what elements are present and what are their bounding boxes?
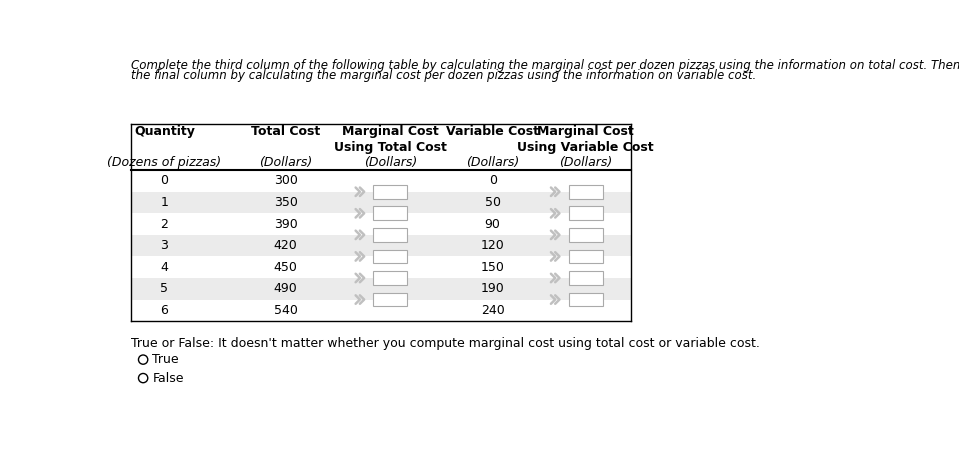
Bar [569, 228, 602, 242]
Text: 6: 6 [160, 304, 169, 317]
Text: 2: 2 [160, 218, 169, 230]
Text: Variable Cost: Variable Cost [446, 125, 539, 138]
Bar [373, 185, 408, 199]
Text: (Dollars): (Dollars) [363, 156, 417, 169]
Bar [373, 271, 408, 285]
Text: 540: 540 [273, 304, 297, 317]
Text: Marginal Cost: Marginal Cost [537, 125, 634, 138]
Bar [569, 206, 602, 220]
Bar [130, 192, 631, 213]
Text: 350: 350 [273, 196, 297, 209]
Text: 3: 3 [160, 239, 169, 252]
Text: (Dollars): (Dollars) [466, 156, 519, 169]
Text: 1: 1 [160, 196, 169, 209]
Text: 490: 490 [274, 282, 297, 295]
Bar [569, 185, 602, 199]
Text: Marginal Cost: Marginal Cost [342, 125, 438, 138]
Text: 300: 300 [273, 174, 297, 188]
Text: 5: 5 [160, 282, 169, 295]
Text: 390: 390 [274, 218, 297, 230]
Bar [373, 228, 408, 242]
Circle shape [138, 373, 148, 383]
Text: (Dozens of pizzas): (Dozens of pizzas) [107, 156, 222, 169]
Text: False: False [152, 371, 184, 385]
Text: True: True [152, 353, 179, 366]
Text: 120: 120 [480, 239, 504, 252]
Text: 420: 420 [274, 239, 297, 252]
Text: Total Cost: Total Cost [251, 125, 320, 138]
Bar [130, 278, 631, 300]
Text: (Dollars): (Dollars) [259, 156, 313, 169]
Text: 50: 50 [484, 196, 501, 209]
Text: 190: 190 [480, 282, 504, 295]
Circle shape [138, 355, 148, 364]
Bar [569, 249, 602, 263]
Text: Quantity: Quantity [134, 125, 195, 138]
Bar [373, 249, 408, 263]
Text: 0: 0 [489, 174, 497, 188]
Bar [373, 293, 408, 306]
Text: 90: 90 [484, 218, 501, 230]
Text: 450: 450 [273, 261, 297, 274]
Text: 150: 150 [480, 261, 504, 274]
Bar [130, 235, 631, 256]
Text: 0: 0 [160, 174, 169, 188]
Text: (Dollars): (Dollars) [559, 156, 612, 169]
Text: the final column by calculating the marginal cost per dozen pizzas using the inf: the final column by calculating the marg… [130, 68, 756, 82]
Text: True or False: It doesn't matter whether you compute marginal cost using total c: True or False: It doesn't matter whether… [130, 336, 760, 350]
Text: 4: 4 [160, 261, 169, 274]
Text: Using Variable Cost: Using Variable Cost [517, 141, 654, 153]
Text: 240: 240 [480, 304, 504, 317]
Bar [569, 271, 602, 285]
Text: Using Total Cost: Using Total Cost [334, 141, 447, 153]
Text: Complete the third column of the following table by calculating the marginal cos: Complete the third column of the followi… [130, 58, 959, 72]
Bar [373, 206, 408, 220]
Bar [569, 293, 602, 306]
